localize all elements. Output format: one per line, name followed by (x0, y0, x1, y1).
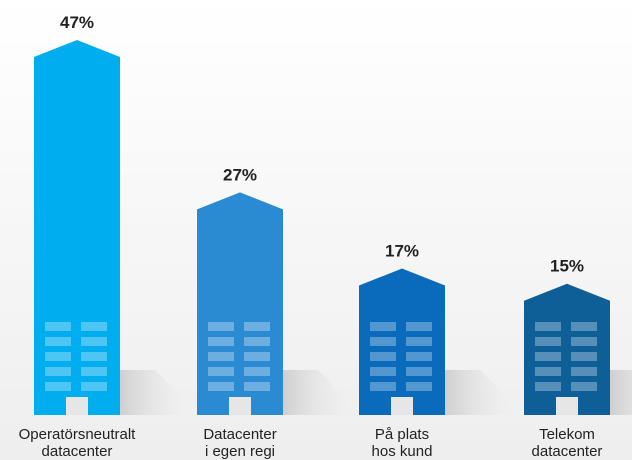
window (370, 322, 396, 331)
window (45, 352, 71, 361)
window (370, 352, 396, 361)
door (66, 397, 88, 415)
window (45, 382, 71, 391)
window (571, 382, 597, 391)
window (370, 337, 396, 346)
window (244, 382, 270, 391)
window (244, 337, 270, 346)
shadow (610, 370, 632, 415)
window (571, 367, 597, 376)
window (535, 367, 561, 376)
window (535, 352, 561, 361)
window (535, 382, 561, 391)
door (556, 397, 578, 415)
bar (197, 192, 283, 415)
value-label: 15% (550, 257, 584, 276)
value-label: 47% (60, 13, 94, 32)
window (81, 367, 107, 376)
window (45, 367, 71, 376)
window (370, 382, 396, 391)
window (406, 337, 432, 346)
window (406, 322, 432, 331)
window (81, 382, 107, 391)
window (45, 322, 71, 331)
category-label: Telekom datacenter (487, 426, 632, 460)
window (406, 367, 432, 376)
window (208, 322, 234, 331)
window (535, 322, 561, 331)
window (208, 367, 234, 376)
door (391, 397, 413, 415)
category-label: Datacenter i egen regi (160, 426, 320, 460)
window (81, 352, 107, 361)
window (571, 352, 597, 361)
value-label: 17% (385, 242, 419, 261)
window (571, 337, 597, 346)
window (81, 322, 107, 331)
category-label: På plats hos kund (322, 426, 482, 460)
window (406, 382, 432, 391)
chart: 47% 27% 17% 15% (0, 0, 632, 460)
window (535, 337, 561, 346)
bar (524, 284, 610, 415)
window (208, 337, 234, 346)
window (406, 352, 432, 361)
window (208, 352, 234, 361)
window (370, 367, 396, 376)
window (244, 352, 270, 361)
value-label: 27% (223, 165, 257, 184)
window (244, 322, 270, 331)
page: 47%27%17%15% (() => { const data = JSON.… (0, 0, 632, 460)
window (81, 337, 107, 346)
window (208, 382, 234, 391)
door (229, 397, 251, 415)
window (571, 322, 597, 331)
category-label: Operatörsneutralt datacenter (0, 426, 157, 460)
window (45, 337, 71, 346)
window (244, 367, 270, 376)
